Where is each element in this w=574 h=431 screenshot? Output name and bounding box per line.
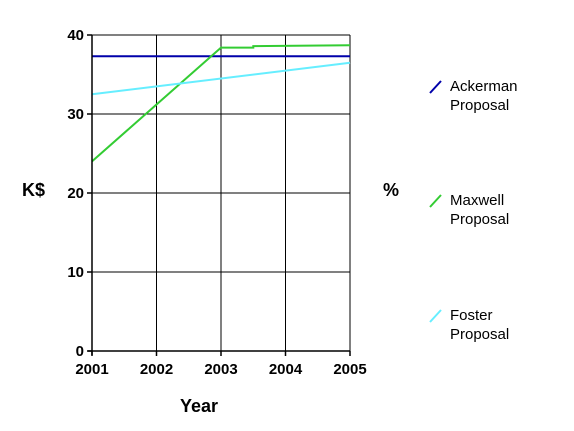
axes — [87, 34, 351, 356]
legend-label: Foster — [450, 307, 493, 324]
legend-swatch — [429, 194, 442, 208]
legend-item-foster: Foster Proposal — [429, 307, 509, 343]
legend-swatch — [429, 80, 442, 94]
legend-label: Ackerman — [450, 78, 518, 95]
legend-label: Maxwell — [450, 192, 504, 209]
x-tick-label: 2005 — [333, 361, 366, 378]
y-tick-label: 0 — [76, 343, 84, 360]
x-tick-label: 2004 — [269, 361, 303, 378]
x-axis-title: Year — [180, 396, 218, 416]
x-tick-label: 2001 — [75, 361, 108, 378]
series-line-foster — [91, 61, 351, 96]
tick-labels: 2001 2002 2003 2004 2005 0 10 20 30 40 — [67, 27, 366, 378]
legend-label: Proposal — [450, 211, 509, 228]
series-lines — [91, 44, 351, 163]
legend-swatch — [429, 309, 442, 323]
secondary-y-axis-title: % — [383, 180, 399, 200]
y-tick-label: 20 — [67, 185, 84, 202]
y-tick-label: 10 — [67, 264, 84, 281]
series-line-maxwell — [91, 44, 351, 163]
y-tick-label: 40 — [67, 27, 84, 44]
y-axis-title: K$ — [22, 180, 45, 200]
legend-label: Proposal — [450, 97, 509, 114]
legend-item-ackerman: Ackerman Proposal — [429, 78, 518, 114]
x-tick-label: 2003 — [204, 361, 237, 378]
legend: Ackerman Proposal Maxwell Proposal Foster Pro… — [429, 78, 518, 343]
y-tick-label: 30 — [67, 106, 84, 123]
legend-label: Proposal — [450, 326, 509, 343]
grid-lines — [91, 34, 351, 352]
x-tick-label: 2002 — [140, 361, 173, 378]
legend-item-maxwell: Maxwell Proposal — [429, 192, 509, 228]
